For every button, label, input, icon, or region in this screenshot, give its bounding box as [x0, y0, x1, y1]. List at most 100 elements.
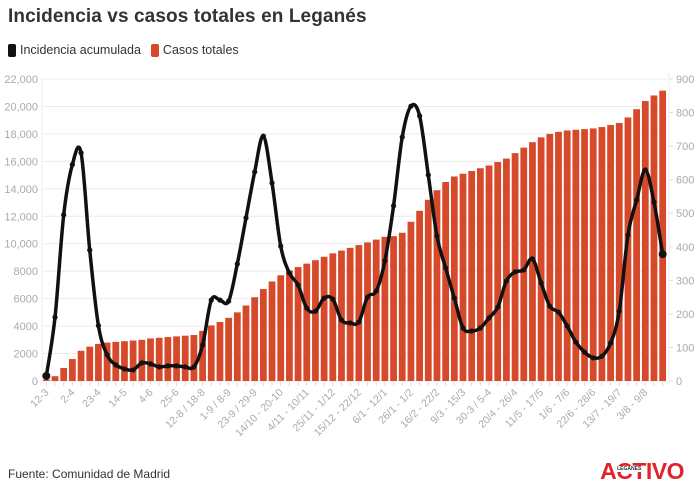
bar-casos-totales	[503, 158, 510, 381]
y-right-tick-label: 100	[676, 342, 694, 354]
point-incidencia	[52, 314, 58, 320]
bar-casos-totales	[442, 181, 450, 381]
legend-item-casos[interactable]: Casos totales	[150, 43, 239, 57]
bar-casos-totales	[147, 338, 154, 381]
y-right-tick-label: 500	[676, 208, 694, 220]
x-tick-label: 12-3	[28, 387, 51, 410]
legend-item-incidencia[interactable]: Incidencia acumulada	[8, 43, 141, 57]
bar-casos-totales	[485, 165, 493, 381]
y-axis-right: 0 100 200 300 400 500 600 700 800 900	[669, 74, 694, 388]
point-incidencia	[460, 325, 466, 331]
point-incidencia	[234, 261, 240, 267]
point-incidencia	[121, 366, 128, 372]
legend-label-incidencia: Incidencia acumulada	[20, 43, 141, 57]
legend-label-casos: Casos totales	[162, 43, 239, 57]
bar-casos-totales	[259, 289, 267, 381]
point-incidencia	[425, 172, 431, 178]
bar-casos-totales	[95, 343, 102, 381]
point-incidencia	[573, 339, 579, 345]
bar-casos-totales	[615, 122, 623, 381]
bar-casos-totales	[277, 275, 285, 381]
bar-casos-totales	[390, 236, 397, 381]
bar-casos-totales	[372, 239, 380, 381]
legend: Incidencia acumulada Casos totales	[8, 43, 243, 57]
bar-casos-totales	[51, 376, 59, 381]
point-incidencia	[581, 349, 588, 355]
y-left-tick-label: 6000	[14, 294, 38, 306]
point-incidencia	[78, 150, 84, 156]
bar-casos-totales	[173, 336, 180, 381]
point-incidencia	[347, 320, 353, 326]
bar-casos-totales	[329, 253, 337, 381]
bar-casos-totales	[468, 170, 476, 381]
point-incidencia	[399, 134, 405, 140]
bar-casos-totales	[520, 147, 528, 381]
bar-casos-totales	[233, 312, 241, 381]
bar-casos-totales	[60, 367, 68, 381]
point-incidencia	[382, 258, 388, 264]
y-left-tick-label: 2000	[14, 349, 38, 361]
y-right-tick-label: 400	[676, 242, 694, 254]
point-incidencia	[486, 315, 492, 321]
point-incidencia	[417, 113, 423, 119]
point-incidencia	[634, 197, 640, 203]
y-left-tick-label: 16,000	[4, 156, 38, 168]
logo-subtext: LEGANÉS	[617, 466, 642, 472]
bar-casos-totales	[129, 340, 137, 381]
bar-casos-totales	[598, 127, 606, 381]
y-left-tick-label: 10,000	[4, 239, 38, 251]
point-incidencia	[373, 288, 379, 294]
point-incidencia	[495, 304, 501, 310]
y-left-tick-label: 14,000	[4, 184, 38, 196]
y-right-tick-label: 300	[676, 275, 694, 287]
bar-casos-totales	[312, 260, 319, 381]
chart-title: Incidencia vs casos totales en Leganés	[8, 6, 367, 27]
bar-casos-totales	[641, 100, 649, 382]
gridlines	[41, 73, 670, 382]
point-incidencia	[521, 267, 527, 273]
point-incidencia	[208, 297, 214, 303]
point-incidencia	[87, 247, 93, 253]
point-incidencia	[95, 323, 102, 329]
point-incidencia	[408, 103, 414, 109]
bar-casos-totales	[303, 263, 311, 381]
bar-casos-totales	[624, 117, 632, 381]
point-incidencia	[599, 353, 605, 359]
point-incidencia	[503, 278, 510, 284]
bar-casos-totales	[650, 95, 658, 382]
point-incidencia	[321, 295, 327, 301]
point-incidencia	[651, 199, 657, 205]
x-tick-label: 4-6	[136, 387, 155, 406]
legend-swatch-incidencia	[8, 43, 16, 57]
y-left-tick-label: 20,000	[4, 101, 38, 113]
point-incidencia	[156, 364, 162, 370]
bar-casos-totales	[190, 335, 198, 381]
point-incidencia	[130, 367, 136, 373]
point-incidencia	[217, 297, 223, 303]
point-incidencia	[252, 169, 258, 175]
point-incidencia	[147, 361, 154, 367]
source-note: Fuente: Comunidad de Madrid	[8, 467, 171, 481]
y-left-tick-label: 8000	[14, 266, 38, 278]
point-incidencia	[512, 269, 518, 275]
point-incidencia	[364, 294, 371, 300]
point-incidencia	[529, 256, 536, 262]
point-incidencia	[625, 232, 631, 238]
bar-casos-totales	[424, 199, 432, 381]
bar-casos-totales	[494, 162, 502, 381]
bar-casos-totales	[433, 190, 441, 381]
point-incidencia	[642, 167, 648, 173]
bar-casos-totales	[338, 250, 345, 381]
bar-casos-totales	[286, 270, 293, 381]
y-left-tick-label: 22,000	[4, 74, 38, 86]
point-incidencia	[312, 308, 319, 314]
point-incidencia	[451, 295, 457, 301]
bar-casos-totales	[537, 137, 545, 381]
point-incidencia	[390, 203, 397, 209]
bar-casos-totales	[251, 297, 259, 381]
point-incidencia	[260, 133, 266, 139]
point-incidencia	[104, 352, 110, 358]
bar-casos-totales	[476, 168, 484, 381]
bar-casos-totales	[407, 221, 415, 381]
brand-logo[interactable]: ACTIVO LEGANÉS	[600, 458, 684, 485]
